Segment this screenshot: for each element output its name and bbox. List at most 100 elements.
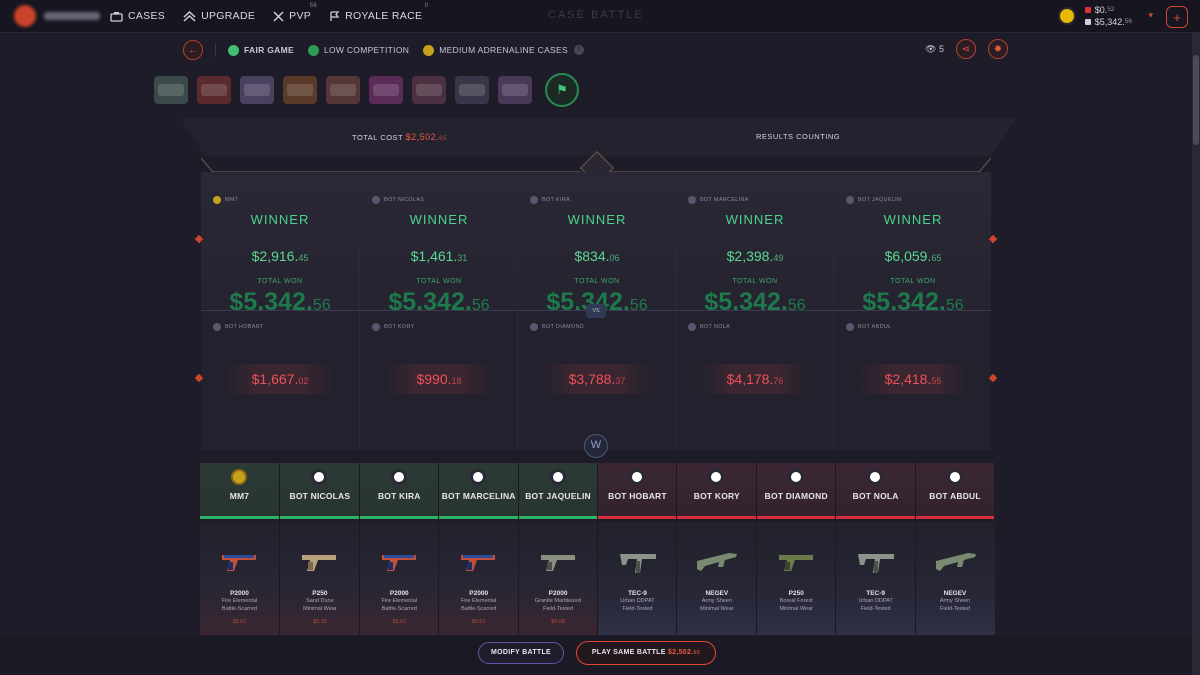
item-info: P2000 Fire Elemental Battle-Scarred $9.61 [360, 589, 439, 627]
fair-game-tag[interactable]: FAIR GAME [228, 44, 294, 56]
winner-card: BOT JAQUELIN WINNER $6,059.65 TOTAL WON $5,3… [833, 172, 991, 322]
team-underline [359, 516, 439, 519]
player-name: BOT MARCELINA [441, 491, 516, 501]
round-amount-cents: 31 [457, 253, 468, 263]
loss-amount-cents: 76 [773, 376, 784, 386]
case-item[interactable] [369, 76, 403, 104]
team-underline [200, 516, 280, 519]
loss-amount-value: $2,418. [884, 371, 932, 387]
weapon-image [537, 549, 581, 575]
player-name: BOT KIRA [377, 491, 421, 501]
skin-name: Fire Elemental [460, 598, 497, 604]
wallet[interactable]: $0. 52 $5,342. 56 [1057, 4, 1132, 28]
weapon-image [457, 549, 501, 575]
winner-label: WINNER [409, 212, 469, 227]
nav-royale-race[interactable]: ROYALE RACE 0 [329, 0, 428, 33]
player-name: BOT DIAMOND [764, 491, 828, 501]
item-card-bg [756, 522, 836, 635]
nav-upgrade[interactable]: UPGRADE [183, 0, 255, 33]
player-header[interactable]: BOT ABDUL [915, 463, 994, 519]
nav-cases[interactable]: CASES [110, 0, 165, 33]
player-header[interactable]: BOT KIRA [359, 463, 439, 519]
player-header[interactable]: BOT KORY [677, 463, 756, 519]
gun-balance-icon [1084, 19, 1091, 25]
play-same-battle-button[interactable]: PLAY SAME BATTLE $2,502.65 [576, 641, 716, 665]
play-amount: $2,502. [667, 649, 694, 656]
case-item[interactable] [326, 76, 360, 104]
site-logo[interactable] [14, 0, 110, 33]
weapon-image [298, 549, 342, 575]
round-amount-cents: 06 [609, 253, 620, 263]
case-item[interactable] [240, 76, 274, 104]
weapon-image [854, 549, 898, 575]
skin-name: Fire Elemental [381, 598, 418, 604]
nav-pvp[interactable]: PVP 56 [273, 0, 317, 33]
player-name-label: MM7 [225, 197, 239, 203]
loser-card: BOT KORY $990.18 [359, 310, 517, 450]
info-icon[interactable]: i [573, 45, 584, 55]
player-header[interactable]: BOT NICOLAS [280, 463, 359, 519]
coin-icon [1084, 7, 1091, 13]
player-name: MM7 [229, 491, 250, 501]
top-nav: CASES UPGRADE PVP 56 ROYALE RACE 0 CASE … [0, 0, 1200, 33]
round-amount-cents: 65 [931, 253, 942, 263]
avatar [390, 469, 407, 485]
player-column: BOT KORY NEGEV Army Sheen Minimal Wear [676, 463, 757, 635]
team-underline [836, 516, 915, 519]
player-header[interactable]: BOT MARCELINA [439, 463, 518, 519]
emblem-icon: W [584, 434, 608, 458]
wear-name: Field-Tested [622, 605, 653, 612]
round-amount: $1,461.31 [360, 248, 518, 264]
item-card-bg [915, 522, 995, 635]
finish-flag-icon[interactable]: ⚑ [545, 73, 579, 107]
fair-game-label: FAIR GAME [244, 45, 294, 55]
avatar [213, 196, 221, 204]
deposit-button[interactable]: + [1166, 6, 1188, 28]
skin-name: Boreal Forest [779, 598, 813, 604]
skin-name: Fire Elemental [221, 598, 258, 604]
loss-amount-cents: 02 [298, 376, 309, 386]
case-item[interactable] [283, 76, 317, 104]
item-card-bg [518, 522, 598, 635]
scrollbar-thumb[interactable] [1193, 55, 1199, 145]
loss-amount-value: $4,178. [726, 371, 774, 387]
pvp-viewers-badge: 56 [309, 2, 318, 9]
results-status: RESULTS COUNTING [756, 132, 841, 141]
weapon-name: P2000 [469, 590, 489, 597]
item-card-bg [439, 522, 519, 635]
back-button[interactable]: ← [183, 40, 203, 60]
winner-card: BOT KIRA WINNER $834.06 TOTAL WON $5,342.56 [517, 172, 675, 322]
settings-button[interactable]: ✹ [988, 39, 1008, 59]
chevron-down-icon[interactable]: ▾ [1148, 10, 1153, 20]
total-won-label: TOTAL WON [416, 278, 462, 285]
player-header[interactable]: BOT NOLA [836, 463, 915, 519]
player-column: BOT MARCELINA P2000 Fire Elemental Battle-S… [438, 463, 519, 635]
case-item[interactable] [154, 76, 188, 104]
player-header[interactable]: MM7 [200, 463, 280, 519]
total-won-label: TOTAL WON [732, 278, 778, 285]
user-avatar[interactable] [1057, 7, 1076, 25]
share-button[interactable]: ⋖ [956, 39, 976, 59]
balance-primary-cents: 52 [1107, 6, 1115, 13]
avatar [530, 323, 538, 331]
case-item[interactable] [455, 76, 489, 104]
total-won-cents: 56 [629, 297, 648, 314]
round-amount-cents: 45 [298, 253, 309, 263]
winner-card: BOT MARCELINA WINNER $2,398.49 TOTAL WON $5,… [675, 172, 833, 322]
player-header[interactable]: BOT HOBART [597, 463, 677, 519]
case-item[interactable] [498, 76, 532, 104]
case-item[interactable] [197, 76, 231, 104]
case-item[interactable] [412, 76, 446, 104]
wear-name: Field-Tested [940, 605, 970, 612]
player-header[interactable]: BOT JAQUELIN [518, 463, 597, 519]
round-amount-value: $2,398. [726, 248, 774, 264]
play-amount-cents: 65 [693, 650, 701, 656]
modify-battle-button[interactable]: MODIFY BATTLE [478, 642, 564, 664]
total-cost-label: TOTAL COST [352, 133, 403, 142]
player-header[interactable]: BOT DIAMOND [756, 463, 836, 519]
scrollbar[interactable] [1192, 33, 1200, 675]
team-underline [439, 516, 518, 519]
weapon-name: P2000 [230, 590, 249, 597]
player-name-label: BOT KORY [384, 324, 415, 330]
player-name: BOT KORY [693, 491, 740, 501]
